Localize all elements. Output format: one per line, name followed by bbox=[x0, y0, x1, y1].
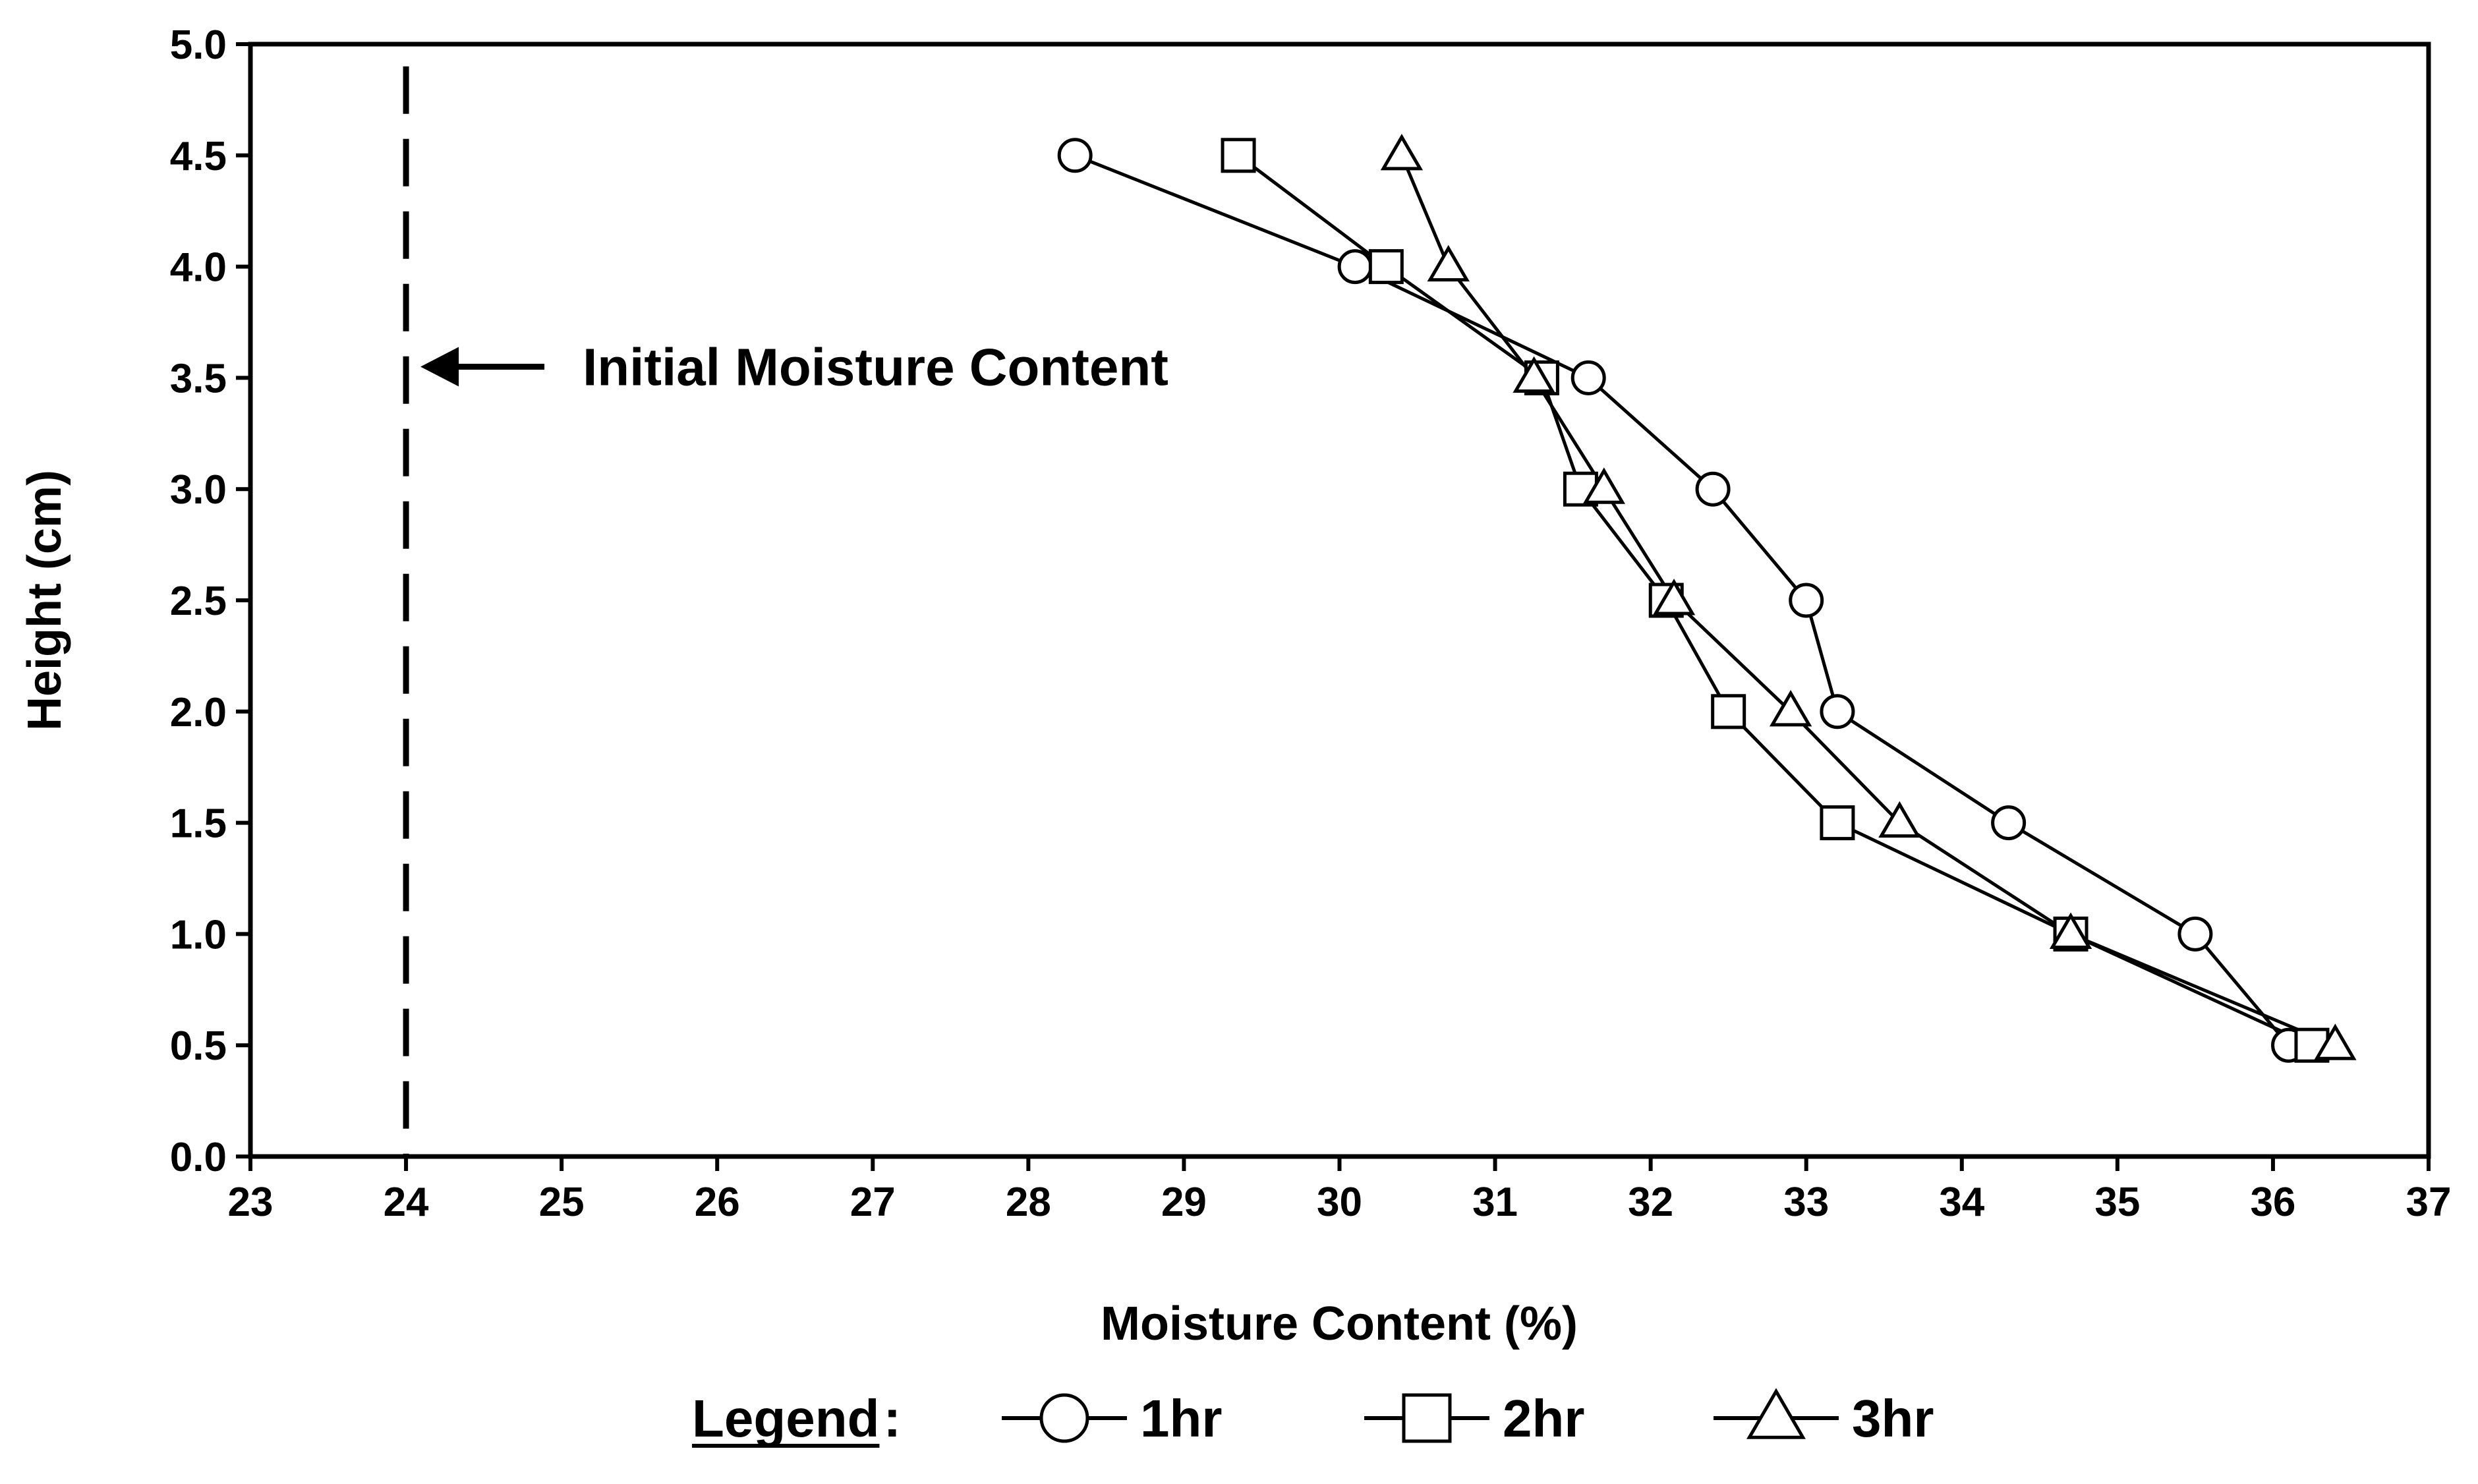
circle-marker bbox=[1695, 471, 1731, 507]
triangle-marker bbox=[1769, 689, 1812, 727]
legend-label-1hr: 1hr bbox=[1140, 1389, 1223, 1448]
y-tick-label: 2.5 bbox=[170, 579, 227, 624]
y-tick-label: 0.5 bbox=[170, 1023, 227, 1069]
y-tick-label: 1.5 bbox=[170, 801, 227, 847]
x-tick-label: 35 bbox=[2094, 1180, 2140, 1225]
series-markers-3hr bbox=[1380, 133, 2357, 1060]
y-tick-label: 1.0 bbox=[170, 912, 227, 957]
legend-colon: : bbox=[883, 1389, 901, 1448]
triangle-marker bbox=[1652, 579, 1696, 615]
legend-label-2hr: 2hr bbox=[1503, 1389, 1585, 1448]
x-tick-label: 36 bbox=[2250, 1180, 2295, 1225]
y-tick-label: 4.5 bbox=[170, 134, 227, 179]
circle-marker bbox=[1039, 1393, 1089, 1443]
y-tick-label: 2.0 bbox=[170, 690, 227, 735]
triangle-marker bbox=[1513, 356, 1555, 393]
triangle-marker bbox=[1582, 467, 1626, 504]
x-tick-label: 26 bbox=[695, 1180, 740, 1225]
triangle-marker bbox=[1427, 244, 1470, 282]
y-tick-label: 3.0 bbox=[170, 467, 227, 513]
x-tick-label: 34 bbox=[1939, 1180, 1984, 1225]
y-tick-label: 4.0 bbox=[170, 245, 227, 291]
y-tick-label: 5.0 bbox=[170, 22, 227, 68]
x-tick-label: 32 bbox=[1628, 1180, 1673, 1225]
triangle-marker bbox=[2049, 912, 2092, 949]
circle-marker bbox=[1820, 694, 1855, 729]
x-tick-label: 30 bbox=[1317, 1180, 1362, 1225]
x-tick-label: 28 bbox=[1006, 1180, 1051, 1225]
x-tick-label: 29 bbox=[1161, 1180, 1207, 1225]
reference-line-label: Initial Moisture Content bbox=[583, 338, 1168, 397]
x-tick-label: 31 bbox=[1472, 1180, 1518, 1225]
square-marker bbox=[1221, 138, 1256, 173]
square-marker bbox=[1368, 249, 1404, 285]
x-tick-label: 23 bbox=[228, 1180, 274, 1225]
x-tick-label: 33 bbox=[1783, 1180, 1829, 1225]
triangle-marker bbox=[1878, 801, 1921, 838]
circle-marker bbox=[1570, 360, 1606, 395]
x-tick-label: 24 bbox=[384, 1180, 429, 1225]
circle-marker bbox=[1057, 138, 1093, 173]
y-tick-label: 3.5 bbox=[170, 356, 227, 401]
x-tick-label: 37 bbox=[2406, 1180, 2452, 1225]
legend-label-3hr: 3hr bbox=[1852, 1389, 1934, 1448]
square-marker bbox=[1402, 1393, 1452, 1443]
triangle-marker bbox=[1380, 133, 1424, 171]
y-tick-label: 0.0 bbox=[170, 1135, 227, 1180]
triangle-marker bbox=[2314, 1023, 2357, 1060]
circle-marker bbox=[1991, 805, 2027, 841]
legend-heading: Legend bbox=[692, 1389, 879, 1448]
legend: Legend: 1hr 2hr 3hr bbox=[692, 1388, 1934, 1448]
square-marker bbox=[1820, 805, 1855, 841]
circle-marker bbox=[1337, 249, 1373, 285]
y-axis-title: Height (cm) bbox=[18, 470, 71, 731]
circle-marker bbox=[1789, 583, 1824, 618]
x-tick-label: 27 bbox=[850, 1180, 896, 1225]
x-axis-title: Moisture Content (%) bbox=[1101, 1298, 1578, 1350]
circle-marker bbox=[2177, 916, 2213, 952]
plot-area bbox=[248, 42, 2431, 1159]
square-marker bbox=[1711, 694, 1746, 729]
reference-arrow-head bbox=[420, 347, 459, 387]
x-tick-label: 25 bbox=[539, 1180, 585, 1225]
triangle-marker bbox=[1746, 1388, 1806, 1439]
